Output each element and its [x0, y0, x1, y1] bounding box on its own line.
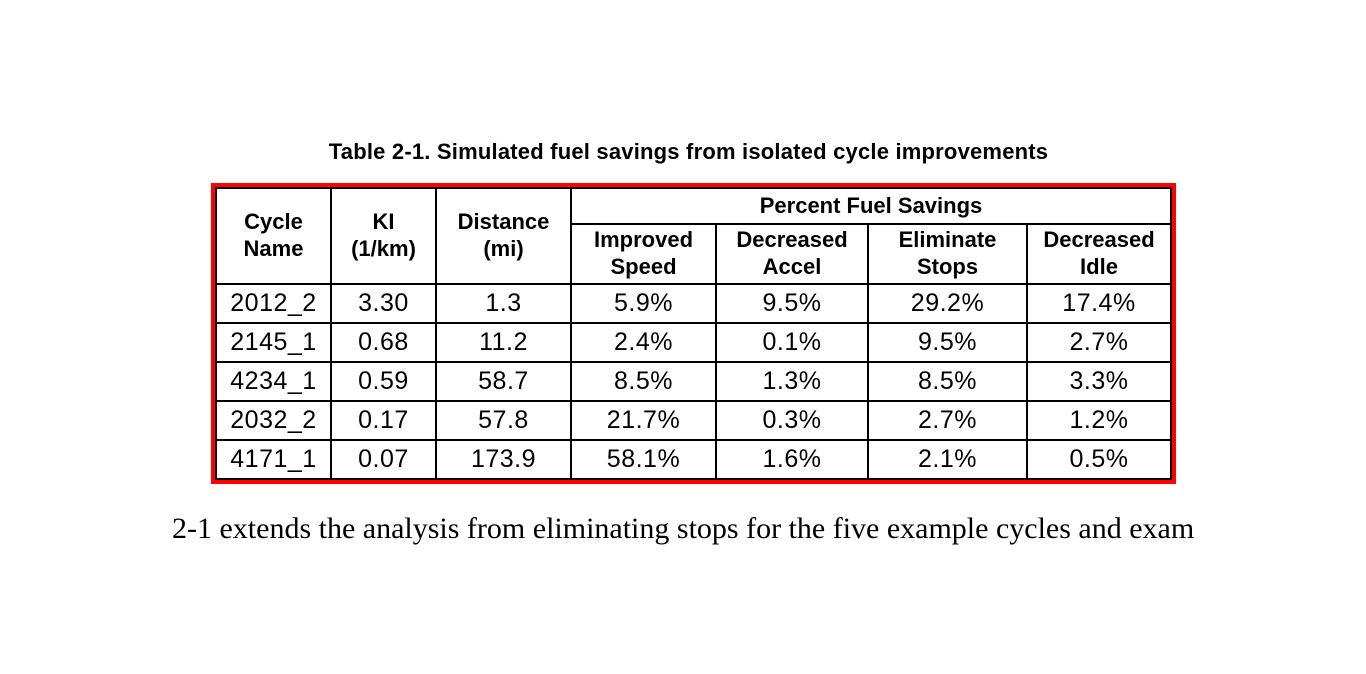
fuel-savings-table: Cycle Name KI (1/km) Distance (mi) Perce…: [211, 183, 1176, 484]
table-caption: Table 2-1. Simulated fuel savings from i…: [328, 139, 1049, 164]
cell-cycle-name: 4234_1: [215, 361, 332, 402]
table-row: 4234_1 0.59 58.7 8.5% 1.3% 8.5% 3.3%: [215, 361, 1172, 402]
cell-decreased-idle: 17.4%: [1026, 283, 1172, 324]
cell-eliminate-stops: 2.7%: [867, 400, 1028, 441]
cell-cycle-name: 2032_2: [215, 400, 332, 441]
header-eliminate-stops: Eliminate Stops: [867, 223, 1028, 285]
header-ki: KI (1/km): [330, 187, 437, 285]
cell-distance: 57.8: [435, 400, 572, 441]
fuel-savings-table-grid: Cycle Name KI (1/km) Distance (mi) Perce…: [215, 187, 1172, 480]
cell-decreased-idle: 3.3%: [1026, 361, 1172, 402]
cell-ki: 0.17: [330, 400, 437, 441]
header-row-sub: Improved Speed Decreased Accel Eliminate…: [216, 223, 1172, 285]
cell-ki: 3.30: [330, 283, 437, 324]
cell-decreased-accel: 9.5%: [715, 283, 869, 324]
header-cycle-name: Cycle Name: [215, 187, 332, 285]
header-decreased-accel: Decreased Accel: [715, 223, 869, 285]
cell-decreased-accel: 1.6%: [715, 439, 869, 480]
cell-improved-speed: 21.7%: [570, 400, 717, 441]
header-row-group: Cycle Name KI (1/km) Distance (mi) Perce…: [215, 187, 1172, 285]
cell-ki: 0.68: [330, 322, 437, 363]
cell-ki: 0.59: [330, 361, 437, 402]
cell-cycle-name: 2145_1: [215, 322, 332, 363]
header-percent-fuel-savings: Percent Fuel Savings: [570, 187, 1172, 225]
table-row: 4171_1 0.07 173.9 58.1% 1.6% 2.1% 0.5%: [215, 439, 1172, 480]
cell-decreased-accel: 0.3%: [715, 400, 869, 441]
cell-decreased-idle: 1.2%: [1026, 400, 1172, 441]
header-distance: Distance (mi): [435, 187, 572, 285]
cell-improved-speed: 2.4%: [570, 322, 717, 363]
table-row: 2012_2 3.30 1.3 5.9% 9.5% 29.2% 17.4%: [215, 283, 1172, 324]
cell-improved-speed: 5.9%: [570, 283, 717, 324]
header-decreased-idle: Decreased Idle: [1026, 223, 1172, 285]
cell-eliminate-stops: 2.1%: [867, 439, 1028, 480]
cell-improved-speed: 58.1%: [570, 439, 717, 480]
table-row: 2145_1 0.68 11.2 2.4% 0.1% 9.5% 2.7%: [215, 322, 1172, 363]
cell-improved-speed: 8.5%: [570, 361, 717, 402]
cell-ki: 0.07: [330, 439, 437, 480]
cell-eliminate-stops: 8.5%: [867, 361, 1028, 402]
table-row: 2032_2 0.17 57.8 21.7% 0.3% 2.7% 1.2%: [215, 400, 1172, 441]
cell-distance: 11.2: [435, 322, 572, 363]
cell-distance: 173.9: [435, 439, 572, 480]
cell-cycle-name: 4171_1: [215, 439, 332, 480]
cell-distance: 58.7: [435, 361, 572, 402]
cell-eliminate-stops: 29.2%: [867, 283, 1028, 324]
cell-cycle-name: 2012_2: [215, 283, 332, 324]
cell-decreased-accel: 0.1%: [715, 322, 869, 363]
cell-decreased-idle: 0.5%: [1026, 439, 1172, 480]
cell-decreased-idle: 2.7%: [1026, 322, 1172, 363]
cell-eliminate-stops: 9.5%: [867, 322, 1028, 363]
header-improved-speed: Improved Speed: [570, 223, 717, 285]
body-text: 2-1 extends the analysis from eliminatin…: [172, 512, 1195, 545]
cell-distance: 1.3: [435, 283, 572, 324]
cell-decreased-accel: 1.3%: [715, 361, 869, 402]
